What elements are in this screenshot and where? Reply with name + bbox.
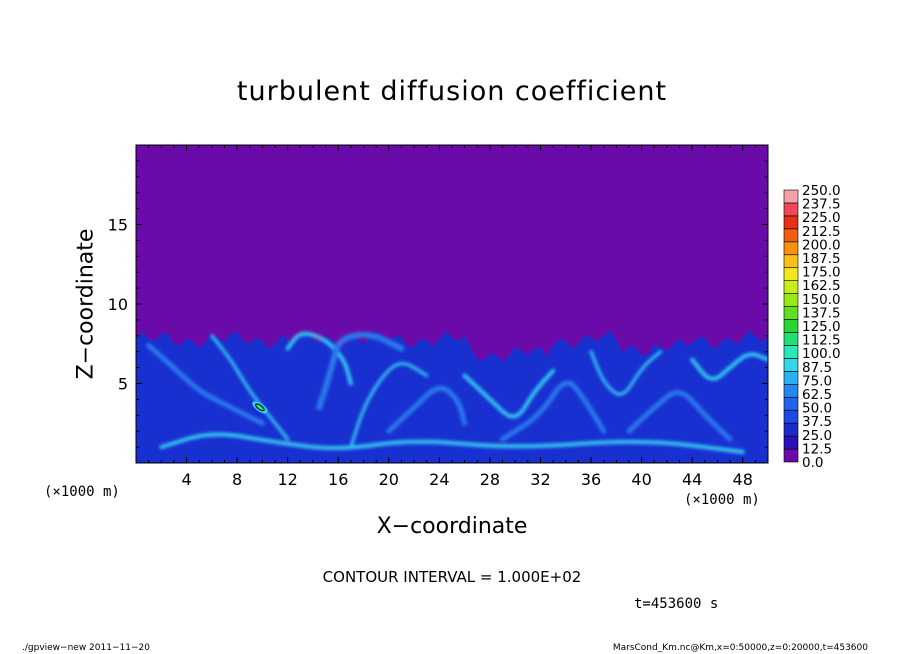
colorbar-swatch-7 — [783, 358, 799, 372]
swirl-0 — [146, 342, 265, 426]
time-stamp: t=453600 s — [634, 596, 719, 612]
colorbar-label-4: 50.0 — [802, 401, 832, 417]
colorbar-label-15: 187.5 — [802, 251, 841, 267]
colorbar-swatch-13 — [783, 280, 799, 294]
colorbar-swatch-11 — [783, 306, 799, 320]
swirl-11 — [159, 432, 745, 454]
contour-interval-text: CONTOUR INTERVAL = 1.000E+02 — [322, 568, 582, 586]
colorbar-swatch-15 — [783, 254, 799, 269]
swirl-9 — [626, 390, 733, 442]
x-tick-label-28: 28 — [480, 470, 500, 489]
colorbar-label-9: 112.5 — [802, 333, 841, 349]
x-tick-label-40: 40 — [631, 470, 651, 489]
field-clip — [136, 145, 768, 463]
swirl-7 — [500, 380, 607, 442]
swirl-4 — [349, 362, 429, 449]
colorbar-label-0: 0.0 — [802, 455, 823, 471]
x-tick-label-48: 48 — [733, 470, 753, 489]
colorbar-label-12: 150.0 — [802, 292, 841, 308]
x-axis-label: X−coordinate — [376, 514, 528, 539]
colorbar-swatch-5 — [783, 383, 799, 398]
colorbar-swatch-8 — [783, 345, 799, 359]
y-tick-label-10: 10 — [108, 295, 128, 314]
x-tick-label-16: 16 — [328, 470, 348, 489]
x-tick-label-12: 12 — [278, 470, 298, 489]
colorbar-label-20: 250.0 — [802, 183, 841, 199]
swirl-6 — [462, 368, 556, 419]
colorbar-label-6: 75.0 — [802, 373, 832, 389]
y-axis-label: Z−coordinate — [73, 228, 99, 380]
colorbar-swatch-4 — [783, 396, 799, 411]
colorbar: 0.012.525.037.550.062.575.087.5100.0112.… — [783, 183, 841, 471]
colorbar-swatch-1 — [783, 435, 799, 450]
colorbar-swatch-12 — [783, 293, 799, 307]
x-tick-label-4: 4 — [181, 470, 191, 489]
colorbar-swatch-17 — [783, 228, 799, 243]
colorbar-label-3: 37.5 — [802, 414, 832, 430]
plot-area — [135, 144, 769, 464]
y-tick-label-5: 5 — [118, 375, 128, 394]
colorbar-label-14: 175.0 — [802, 265, 841, 281]
turbulence-swirls — [146, 331, 768, 454]
footer-right-text: MarsCond_Km.nc@Km,x=0:50000,z=0:20000,t=… — [612, 643, 868, 653]
colorbar-swatch-18 — [783, 215, 799, 230]
colorbar-label-16: 200.0 — [802, 237, 841, 253]
x-tick-label-32: 32 — [530, 470, 550, 489]
x-tick-label-8: 8 — [232, 470, 242, 489]
colorbar-label-2: 25.0 — [802, 428, 832, 444]
swirl-10 — [690, 352, 768, 381]
y-axis-label-wrap: Z−coordinate — [68, 145, 104, 463]
colorbar-label-8: 100.0 — [802, 346, 841, 362]
colorbar-swatch-0 — [783, 448, 799, 463]
colorbar-label-11: 137.5 — [802, 305, 841, 321]
chart-title: turbulent diffusion coefficient — [236, 76, 668, 107]
colorbar-label-5: 62.5 — [802, 387, 832, 403]
colorbar-label-10: 125.0 — [802, 319, 841, 335]
swirl-5 — [386, 385, 468, 434]
x-tick-label-44: 44 — [682, 470, 702, 489]
colorbar-label-7: 87.5 — [802, 360, 832, 376]
x-tick-label-20: 20 — [379, 470, 399, 489]
colorbar-swatch-3 — [783, 409, 799, 424]
colorbar-label-18: 225.0 — [802, 210, 841, 226]
colorbar-label-17: 212.5 — [802, 224, 841, 240]
colorbar-swatch-20 — [783, 189, 799, 204]
colorbar-label-19: 237.5 — [802, 197, 841, 213]
y-axis-unit: (×1000 m) — [44, 484, 120, 500]
colorbar-swatch-2 — [783, 422, 799, 437]
colorbar-swatch-19 — [783, 202, 799, 217]
x-axis: 4 8 12 16 20 24 28 32 36 40 44 48 — [148, 145, 756, 489]
colorbar-swatch-9 — [783, 332, 799, 346]
x-tick-label-24: 24 — [429, 470, 449, 489]
colorbar-swatch-16 — [783, 241, 799, 256]
footer-left-text: ./gpview−new 2011−11−20 — [22, 643, 150, 653]
swirl-3 — [316, 331, 405, 411]
colorbar-swatch-14 — [783, 267, 799, 281]
swirl-8 — [589, 350, 663, 396]
x-axis-unit: (×1000 m) — [684, 492, 760, 508]
swirl-2 — [285, 331, 353, 386]
contour-line-100 — [255, 403, 265, 412]
x-tick-label-36: 36 — [581, 470, 601, 489]
colorbar-label-13: 162.5 — [802, 278, 841, 294]
colorbar-label-1: 12.5 — [802, 441, 832, 457]
colorbar-swatch-6 — [783, 371, 799, 385]
y-axis: 5 10 15 — [108, 160, 768, 448]
colorbar-swatch-10 — [783, 319, 799, 333]
y-tick-label-15: 15 — [108, 216, 128, 235]
